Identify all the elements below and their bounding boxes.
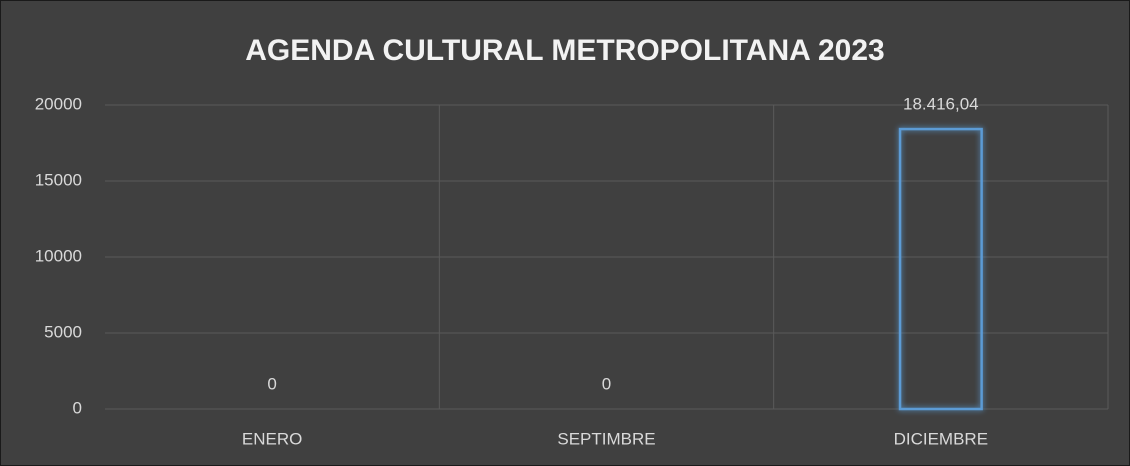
data-label: 0 bbox=[602, 374, 611, 393]
y-tick-label: 5000 bbox=[44, 322, 82, 341]
y-tick-label: 0 bbox=[73, 398, 82, 417]
x-tick-label: DICIEMBRE bbox=[894, 429, 988, 448]
x-tick-label: SEPTIMBRE bbox=[557, 429, 655, 448]
x-tick-label: ENERO bbox=[242, 429, 302, 448]
data-label: 0 bbox=[267, 374, 276, 393]
y-tick-label: 20000 bbox=[35, 94, 82, 113]
y-tick-label: 10000 bbox=[35, 246, 82, 265]
y-tick-label: 15000 bbox=[35, 170, 82, 189]
chart-title: AGENDA CULTURAL METROPOLITANA 2023 bbox=[245, 34, 884, 67]
bar bbox=[898, 127, 983, 411]
data-label: 18.416,04 bbox=[903, 95, 979, 114]
